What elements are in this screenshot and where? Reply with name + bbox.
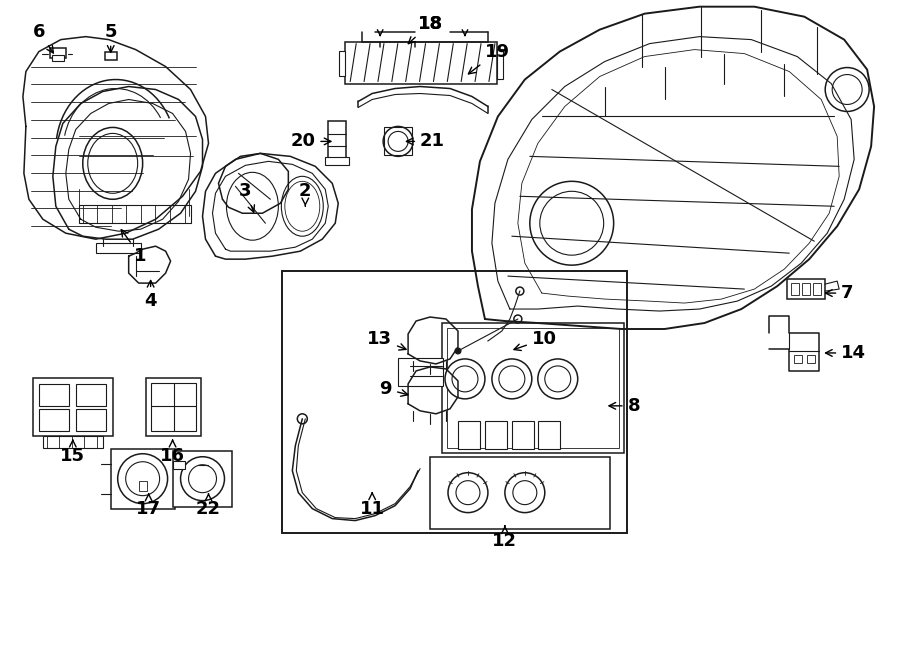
Text: 15: 15 [60,440,86,465]
Bar [104,52,117,59]
Text: 14: 14 [825,344,866,362]
Bar [802,283,810,295]
Circle shape [455,348,461,354]
Bar [39,409,68,431]
Text: 10: 10 [514,330,557,350]
Ellipse shape [227,173,278,240]
Bar [795,355,802,363]
Bar [442,323,624,453]
Text: 8: 8 [609,397,640,415]
Bar [111,449,175,508]
Circle shape [383,126,413,157]
Circle shape [513,481,536,504]
Circle shape [530,181,614,265]
Bar [283,271,626,533]
Text: 5: 5 [104,22,117,52]
Circle shape [452,366,478,392]
Text: 2: 2 [299,182,311,206]
Bar [139,481,147,490]
Bar [33,378,112,436]
Circle shape [538,359,578,399]
Bar [146,378,201,436]
Circle shape [544,366,571,392]
Bar [339,51,346,75]
Bar [447,328,618,447]
Text: 18: 18 [409,15,443,44]
Text: 22: 22 [196,494,221,518]
Circle shape [514,315,522,323]
Circle shape [456,481,480,504]
Bar [485,421,507,449]
Circle shape [448,473,488,513]
Text: 18: 18 [418,15,443,32]
Bar [50,48,66,58]
Bar [76,384,105,406]
Circle shape [189,465,217,492]
Circle shape [540,191,604,255]
Text: 12: 12 [492,526,517,549]
Bar [76,409,105,431]
Bar [150,383,195,431]
Text: 17: 17 [136,494,161,518]
Circle shape [492,359,532,399]
Text: 4: 4 [144,280,157,310]
Bar [497,49,503,79]
Text: 11: 11 [360,493,384,518]
Text: 21: 21 [407,132,446,151]
Text: 20: 20 [291,132,331,151]
Circle shape [181,457,224,500]
Bar [458,421,480,449]
Bar [814,283,821,295]
Bar [538,421,560,449]
Bar [95,243,140,253]
Circle shape [126,462,159,496]
Bar [43,436,103,447]
Bar [807,355,815,363]
Bar [52,55,64,61]
Bar [173,461,184,469]
Bar [791,283,799,295]
Circle shape [499,366,525,392]
Text: 16: 16 [160,440,185,465]
Text: 9: 9 [380,380,408,398]
Bar [328,122,346,159]
Bar [788,279,825,299]
Circle shape [505,473,544,513]
Bar [325,157,349,165]
Circle shape [516,287,524,295]
Text: 19: 19 [468,42,510,74]
Bar [79,206,191,223]
Bar [384,128,412,155]
Bar [346,42,497,83]
Circle shape [297,414,307,424]
Bar [398,358,443,386]
Bar [512,421,534,449]
Bar [173,451,232,506]
Text: 3: 3 [239,182,255,212]
Circle shape [388,132,408,151]
Circle shape [118,453,167,504]
Text: 1: 1 [122,230,147,265]
Text: 7: 7 [825,284,854,302]
Bar [39,384,68,406]
Text: 6: 6 [32,22,53,53]
Circle shape [825,67,869,112]
Text: 13: 13 [367,330,406,350]
Circle shape [832,75,862,104]
Bar [430,457,609,529]
Circle shape [445,359,485,399]
